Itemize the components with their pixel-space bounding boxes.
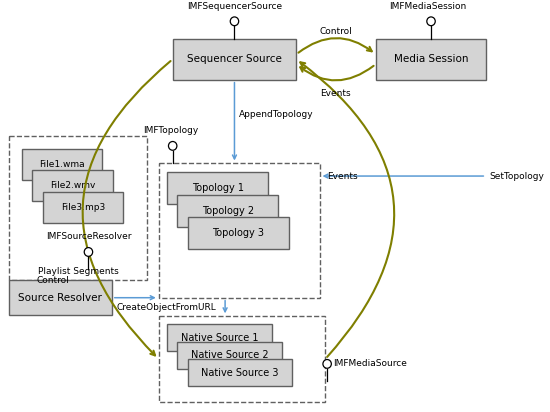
Text: Topology 1: Topology 1 [191, 183, 244, 193]
Text: IMFTopology: IMFTopology [143, 126, 199, 135]
Text: IMFMediaSource: IMFMediaSource [333, 359, 406, 368]
Bar [158, 164, 320, 298]
Bar [32, 170, 113, 201]
Text: Playlist Segments: Playlist Segments [38, 267, 118, 276]
FancyArrowPatch shape [300, 62, 394, 357]
Circle shape [168, 141, 177, 150]
Text: Media Session: Media Session [394, 54, 468, 64]
Text: Events: Events [327, 171, 358, 180]
Text: Sequencer Source: Sequencer Source [187, 54, 282, 64]
Text: Topology 2: Topology 2 [202, 206, 254, 215]
Bar [167, 324, 272, 351]
Circle shape [323, 360, 331, 368]
Text: CreateObjectFromURL: CreateObjectFromURL [117, 303, 216, 312]
Text: SetTopology: SetTopology [489, 171, 544, 180]
Bar [9, 136, 147, 280]
Circle shape [230, 17, 239, 26]
Text: File1.wma: File1.wma [40, 160, 85, 169]
FancyArrowPatch shape [82, 61, 170, 356]
Bar [42, 192, 123, 223]
FancyArrowPatch shape [324, 174, 483, 178]
Text: Control: Control [36, 276, 69, 285]
Text: Native Source 3: Native Source 3 [201, 368, 279, 378]
FancyArrowPatch shape [223, 300, 227, 312]
Text: IMFMediaSession: IMFMediaSession [389, 2, 466, 11]
Text: Control: Control [319, 26, 352, 35]
Circle shape [427, 17, 435, 26]
Text: IMFSourceResolver: IMFSourceResolver [46, 232, 131, 241]
Text: AppendTopology: AppendTopology [239, 110, 314, 119]
FancyArrowPatch shape [233, 82, 236, 159]
Text: File3.mp3: File3.mp3 [60, 203, 105, 212]
Bar [173, 39, 296, 80]
Bar [177, 194, 278, 227]
Bar [158, 316, 325, 402]
Text: Native Source 1: Native Source 1 [181, 332, 258, 343]
FancyArrowPatch shape [300, 66, 373, 80]
FancyArrowPatch shape [299, 38, 372, 53]
Bar [188, 359, 293, 386]
Text: IMFSequencerSource: IMFSequencerSource [187, 2, 282, 11]
Bar [167, 172, 268, 204]
Bar [188, 217, 289, 249]
Bar [22, 149, 102, 180]
Circle shape [84, 248, 92, 256]
Text: File2.wmv: File2.wmv [50, 181, 95, 190]
Text: Events: Events [320, 89, 351, 98]
Bar [9, 280, 112, 315]
FancyArrowPatch shape [114, 296, 154, 300]
Text: Topology 3: Topology 3 [212, 228, 264, 238]
Text: Native Source 2: Native Source 2 [191, 350, 268, 360]
Text: Source Resolver: Source Resolver [18, 293, 102, 303]
Bar [376, 39, 486, 80]
Bar [177, 342, 282, 369]
